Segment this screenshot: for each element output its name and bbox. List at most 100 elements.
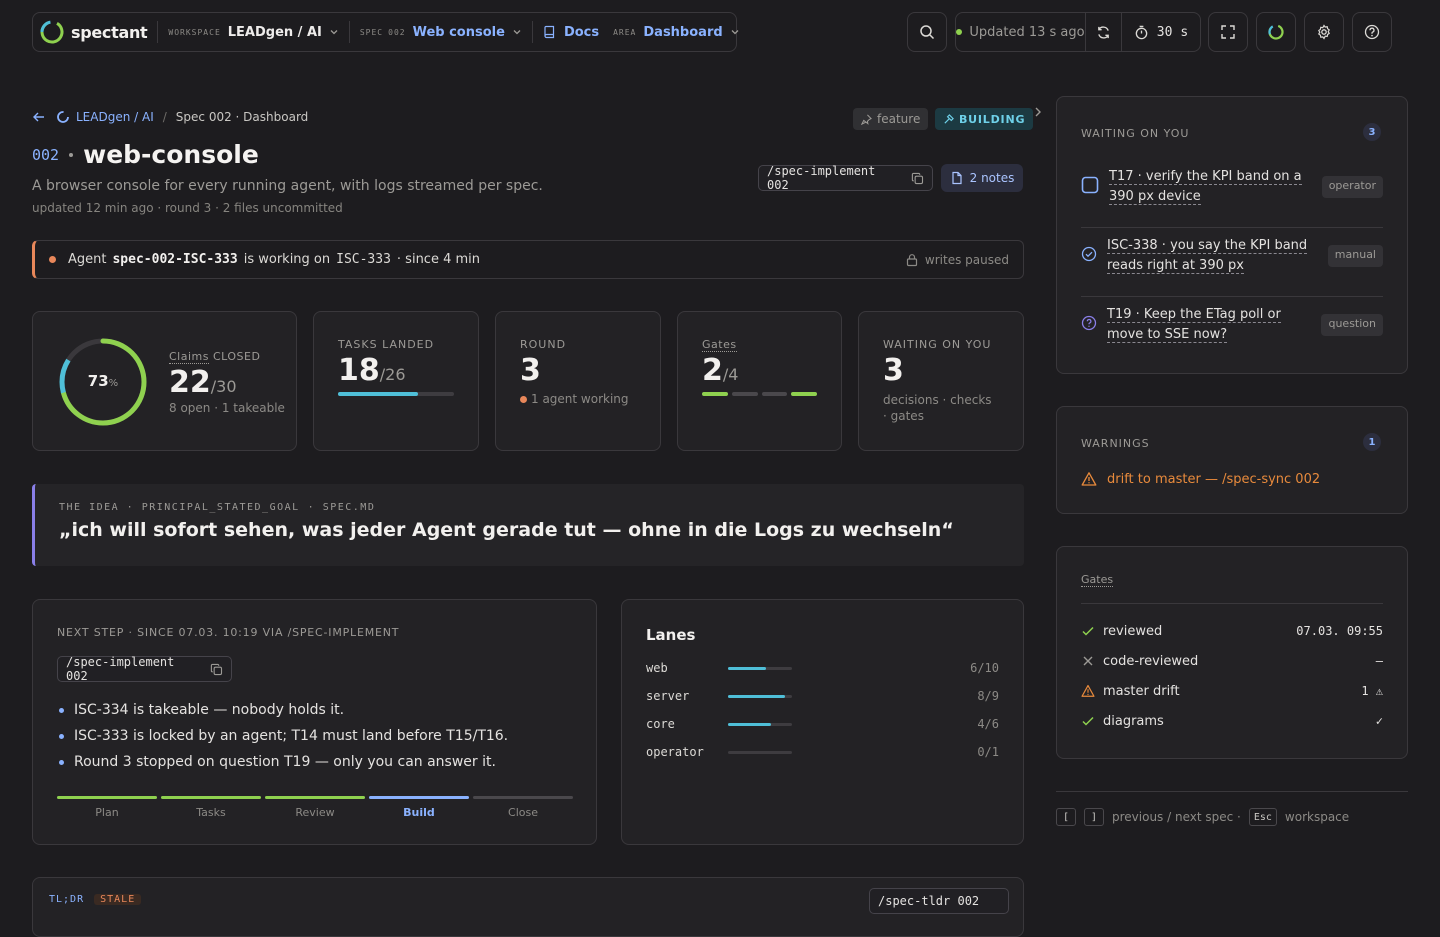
keyboard-shortcuts: [ ] previous / next spec · Esc workspace [1056, 808, 1349, 826]
lane-row[interactable]: web 6/10 [646, 654, 999, 682]
divider [1081, 296, 1383, 297]
bullet-text: Round 3 stopped on question T19 — only y… [74, 754, 496, 770]
gate-value: ✓ [1375, 714, 1383, 728]
next-step-command-text: /spec-implement 002 [66, 655, 175, 683]
waiting-item[interactable]: T19 · Keep the ETag poll or move to SSE … [1081, 305, 1383, 345]
prevnext-label: previous / next spec · [1112, 810, 1241, 824]
phase-stepper: Plan Tasks Review Build Close [57, 796, 573, 819]
area-selector[interactable]: AREA Dashboard [609, 21, 750, 43]
key-next: ] [1084, 808, 1104, 826]
search-icon [920, 25, 935, 40]
check-icon [1082, 716, 1094, 726]
copy-icon[interactable] [911, 172, 924, 185]
lanes-panel: Lanes web 6/10 server 8/9 core 4/6 operator… [621, 599, 1024, 845]
warnings-count-badge: 1 [1363, 433, 1381, 451]
waiting-item-text: T19 · Keep the ETag poll or move to SSE … [1107, 307, 1281, 343]
area-value: Dashboard [643, 24, 723, 40]
command-box[interactable]: /spec-implement 002 [758, 164, 933, 192]
warning-item[interactable]: drift to master — /spec-sync 002 [1081, 471, 1320, 487]
phase-tasks[interactable]: Tasks [161, 796, 261, 819]
lane-count: 6/10 [970, 661, 999, 675]
page-title: 002 web-console [32, 140, 259, 169]
check-circle-icon [1081, 246, 1097, 262]
gate-row[interactable]: master drift 1 ⚠ [1081, 676, 1383, 706]
lane-row[interactable]: core 4/6 [646, 710, 999, 738]
gate-name: code-reviewed [1103, 653, 1199, 669]
lock-icon [906, 253, 918, 266]
gate-row[interactable]: code-reviewed — [1081, 646, 1383, 676]
phase-label: Tasks [196, 806, 226, 819]
fullscreen-button[interactable] [1208, 12, 1248, 52]
workspace-selector[interactable]: WORKSPACE LEADgen / AI [157, 21, 348, 43]
status-badge: BUILDING [935, 108, 1034, 130]
claims-sub: 8 open · 1 takeable [169, 401, 285, 415]
tasks-total: /26 [379, 365, 406, 384]
status-ring-button[interactable] [1256, 12, 1296, 52]
gate-row[interactable]: diagrams ✓ [1081, 706, 1383, 736]
chevron-down-icon [330, 30, 338, 35]
tasks-card[interactable]: TASKS LANDED 18/26 [313, 311, 479, 451]
waiting-label: WAITING ON YOU [883, 338, 992, 351]
live-dot-icon [956, 29, 963, 35]
pin-icon [861, 114, 872, 125]
question-circle-icon [1081, 315, 1097, 331]
phase-review[interactable]: Review [265, 796, 365, 819]
claims-stats: Claims CLOSED 22/30 8 open · 1 takeable [169, 350, 285, 415]
book-icon [544, 25, 555, 39]
claims-percent: 73% [55, 372, 151, 390]
search-button[interactable] [907, 12, 947, 52]
phase-label: Plan [95, 806, 119, 819]
gate-row[interactable]: reviewed 07.03. 09:55 [1081, 616, 1383, 646]
fullscreen-icon [1221, 25, 1235, 39]
claims-card[interactable]: 73% Claims CLOSED 22/30 8 open · 1 takea… [32, 311, 297, 451]
waiting-item-text: T17 · verify the KPI band on a 390 px de… [1109, 169, 1302, 205]
interval-value: 30 [1156, 24, 1173, 40]
lane-bar [728, 750, 792, 754]
spec-label: SPEC [359, 27, 384, 37]
lock-text: writes paused [924, 252, 1009, 267]
agent-id: spec-002-ISC-333 [112, 252, 238, 267]
lane-bar [728, 722, 792, 726]
notes-button[interactable]: 2 notes [941, 164, 1023, 192]
settings-button[interactable] [1304, 12, 1344, 52]
tldr-panel: TL;DR STALE /spec-tldr 002 [32, 877, 1024, 937]
arrow-left-icon[interactable] [32, 110, 46, 124]
divider [1081, 603, 1383, 604]
waiting-count-badge: 3 [1363, 123, 1381, 141]
lane-row[interactable]: server 8/9 [646, 682, 999, 710]
spec-name: web-console [83, 140, 259, 169]
claims-percent-value: 73 [87, 372, 109, 390]
lane-row[interactable]: operator 0/1 [646, 738, 999, 766]
app-logo[interactable]: spectant [37, 19, 157, 45]
refresh-interval[interactable]: 30 s [1122, 13, 1200, 51]
agent-active-dot-icon [49, 256, 56, 263]
tldr-command[interactable]: /spec-tldr 002 [869, 888, 1009, 914]
waiting-card[interactable]: WAITING ON YOU 3 decisions · checks · ga… [858, 311, 1024, 451]
chevron-right-icon[interactable] [1032, 106, 1044, 118]
timer-icon [1135, 25, 1148, 39]
esc-label: workspace [1284, 810, 1350, 824]
gates-card[interactable]: Gates 2/4 [677, 311, 842, 451]
round-card[interactable]: ROUND 3 1 agent working [495, 311, 661, 451]
waiting-item[interactable]: T17 · verify the KPI band on a 390 px de… [1081, 167, 1383, 207]
phase-plan[interactable]: Plan [57, 796, 157, 819]
docs-link[interactable]: Docs [531, 21, 609, 43]
lane-bar-fill [728, 666, 767, 670]
phase-close[interactable]: Close [473, 796, 573, 819]
notes-label: 2 notes [969, 171, 1015, 185]
help-button[interactable] [1352, 12, 1392, 52]
refresh-button[interactable] [1086, 13, 1122, 51]
checkbox-icon[interactable] [1081, 176, 1099, 194]
breadcrumb-workspace[interactable]: LEADgen / AI [76, 110, 154, 124]
warning-triangle-icon [1081, 472, 1097, 486]
phase-build[interactable]: Build [369, 796, 469, 819]
list-item: ISC-334 is takeable — nobody holds it. [59, 697, 508, 723]
key-prev: [ [1056, 808, 1076, 826]
next-step-command[interactable]: /spec-implement 002 [57, 655, 232, 683]
gate-segment [702, 392, 728, 396]
gates-panel: Gates reviewed 07.03. 09:55 code-reviewe… [1056, 546, 1408, 759]
bullet-dot [59, 707, 64, 713]
waiting-item[interactable]: ISC-338 · you say the KPI band reads rig… [1081, 236, 1383, 276]
spec-selector[interactable]: SPEC 002 Web console [348, 21, 532, 43]
copy-icon[interactable] [210, 663, 223, 676]
